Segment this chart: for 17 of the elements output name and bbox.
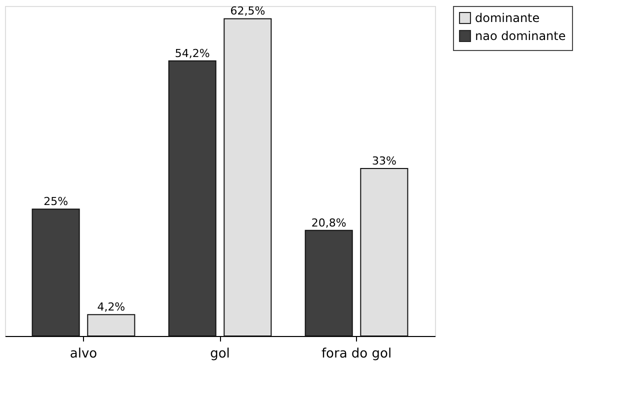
bar <box>87 314 136 336</box>
data-label: 54,2% <box>174 46 210 60</box>
bar <box>168 60 216 336</box>
data-label: 4,2% <box>97 300 126 314</box>
data-label: 20,8% <box>311 216 346 230</box>
bar <box>360 168 408 336</box>
bar <box>32 208 80 336</box>
data-label: 62,5% <box>230 4 266 18</box>
data-label: 33% <box>372 154 396 168</box>
x-tick-label: fora do gol <box>321 346 392 362</box>
bar <box>224 18 272 336</box>
bar <box>304 230 353 336</box>
data-label: 25% <box>44 195 68 208</box>
x-tick-label: gol <box>210 346 230 362</box>
legend-label: dominante <box>475 11 540 25</box>
legend-label: nao dominante <box>475 29 566 43</box>
x-tick-label: alvo <box>70 346 98 362</box>
